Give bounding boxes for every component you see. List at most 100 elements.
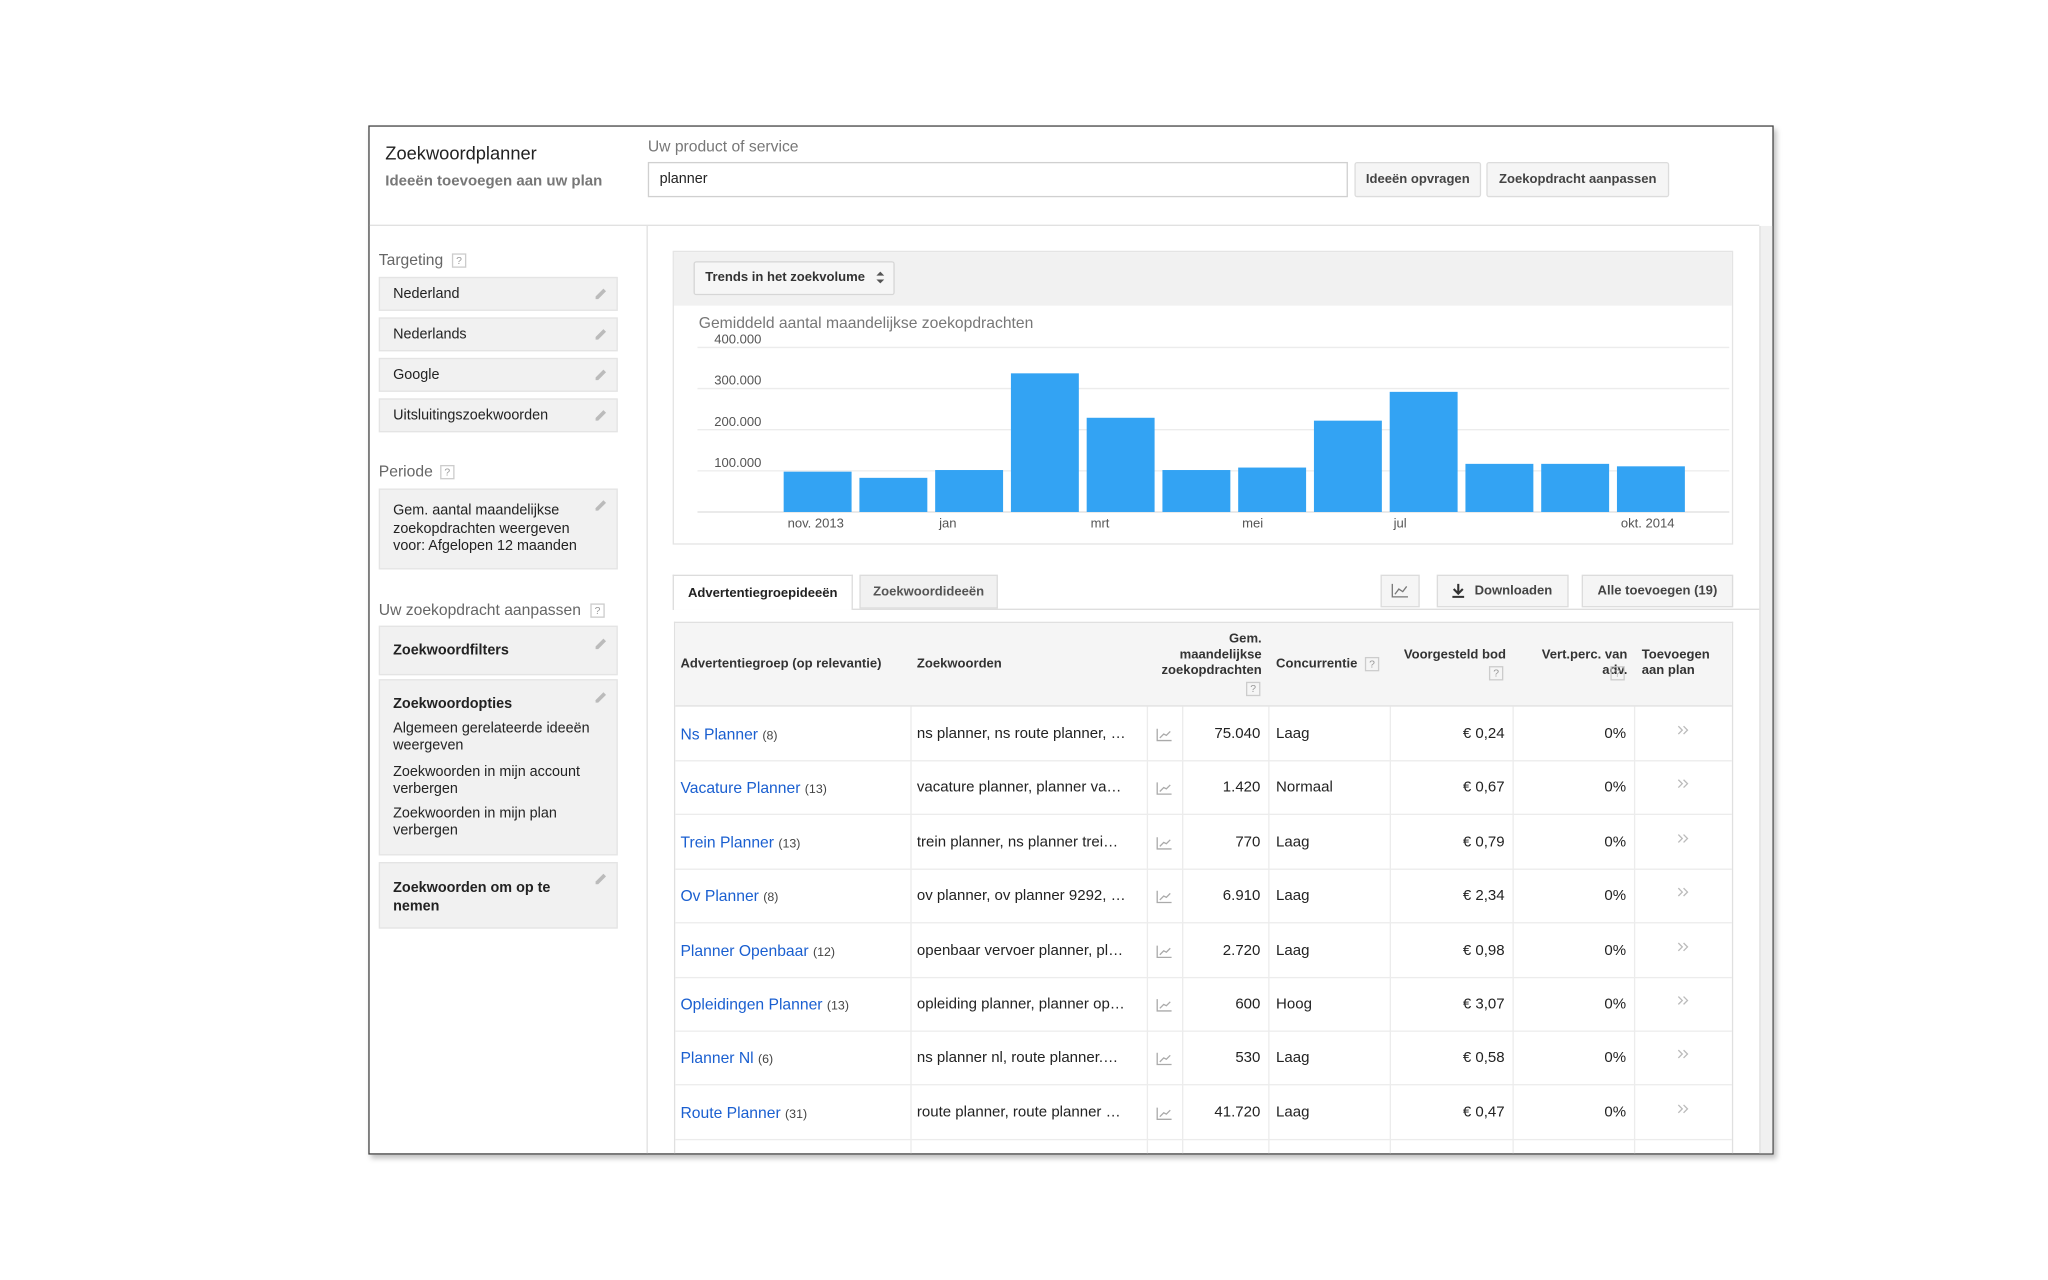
impression-share: 0% bbox=[1604, 888, 1627, 905]
ad-group-link[interactable]: Ov Planner bbox=[680, 887, 759, 906]
column-divider bbox=[910, 706, 912, 1154]
impression-share: 0% bbox=[1604, 1104, 1627, 1121]
trend-icon[interactable] bbox=[1156, 836, 1173, 850]
keywords: opleiding planner, planner op… bbox=[916, 996, 1125, 1013]
ad-group-count: (13) bbox=[778, 836, 801, 852]
edit-icon[interactable] bbox=[593, 327, 609, 343]
bar bbox=[935, 470, 1004, 512]
button[interactable]: Zoekopdracht aanpassen bbox=[1486, 161, 1670, 198]
add-to-plan[interactable] bbox=[1677, 779, 1690, 792]
competition: Laag bbox=[1276, 726, 1310, 742]
suggested-bid: € 0,58 bbox=[1462, 1050, 1505, 1067]
add-to-plan[interactable] bbox=[1677, 1049, 1690, 1062]
monthly-searches: 770 bbox=[1235, 834, 1261, 851]
search-input[interactable]: planner bbox=[647, 161, 1348, 198]
y-tick-label: 400.000 bbox=[714, 332, 761, 347]
edit-icon[interactable] bbox=[593, 690, 609, 706]
ad-group-link[interactable]: Vacature Planner bbox=[680, 778, 801, 798]
ad-group-link[interactable]: Planner Openbaar bbox=[680, 941, 809, 960]
search-label: Uw product of service bbox=[647, 137, 799, 156]
divider bbox=[369, 224, 1760, 226]
trend-icon[interactable] bbox=[1156, 782, 1173, 796]
help-icon: ? bbox=[1610, 666, 1625, 681]
download-text: Downloaden bbox=[1474, 583, 1553, 599]
trend-icon[interactable] bbox=[1156, 1052, 1173, 1066]
ad-group-link[interactable]: Ns Planner bbox=[680, 724, 759, 744]
x-tick-label: nov. 2013 bbox=[788, 516, 844, 531]
ad-group-link[interactable]: Trein Planner bbox=[680, 833, 774, 852]
bar bbox=[1616, 466, 1685, 512]
targeting-item[interactable]: Nederland bbox=[378, 276, 618, 311]
period-box: Gem. aantal maandelijkse zoekopdrachten … bbox=[378, 488, 618, 570]
suggested-bid: € 0,98 bbox=[1462, 942, 1505, 959]
row-divider bbox=[675, 1084, 1732, 1086]
competition: Laag bbox=[1276, 1104, 1310, 1121]
tab-active[interactable]: Advertentiegroepideeën bbox=[672, 574, 853, 610]
edit-icon[interactable] bbox=[593, 367, 609, 383]
row-divider bbox=[675, 814, 1732, 816]
help-icon: ? bbox=[1364, 656, 1380, 672]
option-item: Zoekwoorden in mijn plan verbergen bbox=[393, 805, 557, 839]
edit-icon[interactable] bbox=[593, 871, 609, 887]
column-header: Gem. maandelijkse zoekopdrachten bbox=[1161, 632, 1262, 678]
help-icon: ? bbox=[451, 253, 467, 268]
bar bbox=[1162, 470, 1231, 512]
targeting-item[interactable]: Nederlands bbox=[378, 317, 618, 352]
trend-icon[interactable] bbox=[1156, 944, 1173, 958]
ad-group-count: (13) bbox=[804, 782, 827, 798]
column-header: Zoekwoorden bbox=[916, 656, 1002, 672]
column-divider bbox=[1146, 706, 1149, 1154]
add-all-button[interactable]: Alle toevoegen (19) bbox=[1581, 574, 1734, 608]
edit-icon[interactable] bbox=[593, 286, 609, 302]
keywords: vacature planner, planner va… bbox=[916, 780, 1122, 796]
targeting-item[interactable]: Google bbox=[378, 357, 618, 392]
tab[interactable]: Zoekwoordideeën bbox=[859, 574, 998, 609]
keywords: ns planner, ns route planner, … bbox=[916, 726, 1126, 742]
chart-toggle[interactable] bbox=[1380, 574, 1420, 608]
add-to-plan[interactable] bbox=[1677, 725, 1690, 738]
keywords: route planner, route planner … bbox=[916, 1104, 1121, 1121]
help-icon: ? bbox=[440, 464, 455, 480]
ad-group-count: (6) bbox=[758, 1053, 774, 1068]
ad-group: Planner Openbaar (12) bbox=[680, 941, 835, 959]
edit-icon[interactable] bbox=[593, 408, 609, 424]
ad-group-count: (8) bbox=[762, 728, 778, 744]
row-divider bbox=[675, 1138, 1732, 1140]
add-to-plan[interactable] bbox=[1677, 833, 1690, 846]
row-divider bbox=[675, 868, 1732, 870]
add-to-plan[interactable] bbox=[1677, 1103, 1690, 1116]
trend-icon[interactable] bbox=[1156, 890, 1173, 904]
monthly-searches: 600 bbox=[1235, 996, 1261, 1013]
keywords: openbaar vervoer planner, pl… bbox=[916, 942, 1124, 959]
bar bbox=[1541, 463, 1610, 512]
include-box[interactable]: Zoekwoorden om op te nemen bbox=[378, 862, 618, 929]
ad-group: Ov Planner (8) bbox=[680, 887, 778, 905]
trend-icon[interactable] bbox=[1156, 998, 1173, 1012]
trend-icon[interactable] bbox=[1156, 727, 1173, 742]
trend-icon[interactable] bbox=[1156, 1106, 1173, 1120]
ad-group: Route Planner (31) bbox=[680, 1103, 807, 1121]
column-divider bbox=[1633, 706, 1636, 1154]
ad-group-link[interactable]: Planner Nl bbox=[680, 1049, 754, 1068]
button[interactable]: Ideeën opvragen bbox=[1354, 161, 1482, 198]
add-to-plan[interactable] bbox=[1677, 995, 1690, 1008]
x-tick-label: mei bbox=[1242, 516, 1263, 531]
dropdown[interactable]: Trends in het zoekvolume bbox=[693, 261, 895, 296]
ad-group-link[interactable]: Route Planner bbox=[680, 1103, 781, 1122]
y-tick-label: 300.000 bbox=[714, 373, 761, 388]
section-title: Targeting bbox=[378, 250, 444, 270]
suggested-bid: € 0,79 bbox=[1462, 834, 1505, 851]
keywords: trein planner, ns planner trei… bbox=[916, 834, 1119, 851]
ad-group-link[interactable]: Opleidingen Planner bbox=[680, 995, 823, 1014]
section-title: Uw zoekopdracht aanpassen bbox=[378, 600, 581, 620]
targeting-item[interactable]: Uitsluitingszoekwoorden bbox=[378, 398, 618, 433]
edit-icon[interactable] bbox=[593, 636, 609, 652]
edit-icon[interactable] bbox=[593, 498, 609, 514]
add-to-plan[interactable] bbox=[1677, 887, 1690, 900]
app-title: Zoekwoordplanner bbox=[385, 142, 537, 164]
add-to-plan[interactable] bbox=[1677, 941, 1690, 954]
impression-share: 0% bbox=[1604, 942, 1627, 959]
filter-box[interactable]: Zoekwoordfilters bbox=[378, 625, 618, 676]
download-icon bbox=[1452, 583, 1465, 598]
